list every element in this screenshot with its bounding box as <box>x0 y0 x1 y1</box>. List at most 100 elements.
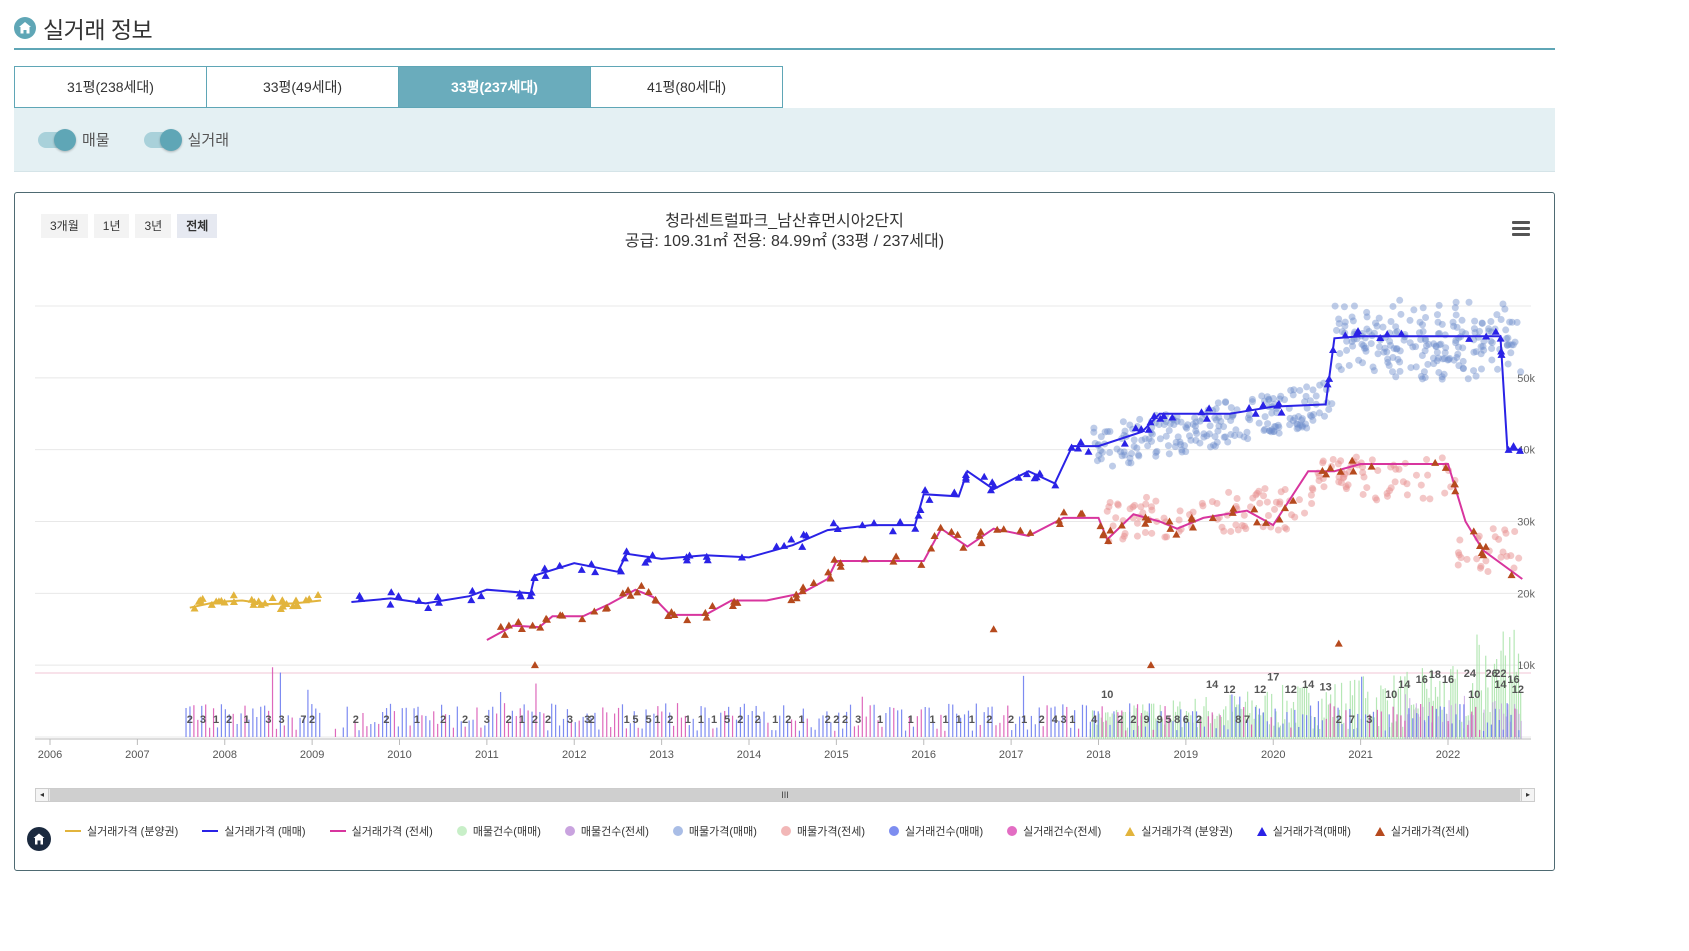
sale-deal-count-bar <box>987 707 989 737</box>
brand-logo-icon <box>27 827 51 851</box>
sale-deal-count-bar <box>1423 720 1426 737</box>
chart-subtitle: 공급: 109.31㎡ 전용: 84.99㎡ (33평 / 237세대) <box>624 233 945 250</box>
tab-31py[interactable]: 31평(238세대) <box>14 66 207 108</box>
deal-triangle <box>477 592 486 600</box>
legend-line-icon <box>329 830 346 832</box>
sale-listing-dot <box>1370 329 1378 337</box>
sale-listing-dot <box>1152 452 1160 460</box>
deal-triangle <box>1055 519 1064 527</box>
listings-switch[interactable] <box>38 128 76 151</box>
toggle-listings[interactable]: 매물 <box>38 128 110 151</box>
sale-listing-dot <box>1345 361 1353 369</box>
range-1y-button[interactable]: 1년 <box>93 214 130 238</box>
sale-deal-count-bar <box>1416 713 1418 737</box>
deal-triangle <box>1341 331 1350 339</box>
listing-count-bar <box>1465 716 1467 739</box>
legend-item[interactable]: 실거래가격 (분양권) <box>65 823 178 839</box>
scroll-right-icon[interactable]: ▸ <box>1521 789 1534 801</box>
sale-deal-count-bar <box>1337 707 1339 737</box>
tab-33py-237[interactable]: 33평(237세대) <box>398 66 591 108</box>
count-label: 18 <box>1429 669 1441 681</box>
legend-triangle-icon <box>1256 826 1267 836</box>
jeonse-listing-dot <box>1473 555 1481 563</box>
tab-41py[interactable]: 41평(80세대) <box>590 66 783 108</box>
jeonse-listing-count-bar <box>1450 705 1452 739</box>
sale-listing-dot <box>1316 381 1324 389</box>
count-label: 1 <box>908 714 914 726</box>
sale-listing-dot <box>1450 322 1458 330</box>
chart-title-block: 청라센트럴파크_남산휴먼시아2단지 공급: 109.31㎡ 전용: 84.99㎡… <box>15 212 1554 252</box>
legend-item[interactable]: 매물건수(매매) <box>456 823 541 839</box>
jeonse-deal-count-bar <box>1270 717 1272 737</box>
sale-listing-dot <box>1214 427 1222 435</box>
range-3y-button[interactable]: 3년 <box>135 214 172 238</box>
jeonse-listing-dot <box>1281 524 1289 532</box>
deal-triangle <box>959 543 968 551</box>
listing-count-bar <box>1100 717 1102 739</box>
sale-listing-dot <box>1436 341 1444 349</box>
sale-listing-dot <box>1454 350 1462 358</box>
sale-listing-dot <box>1425 340 1433 348</box>
sale-listing-dot <box>1090 428 1098 436</box>
hamburger-menu-icon[interactable] <box>1512 221 1530 239</box>
deal-triangle <box>833 524 842 532</box>
deal-triangle <box>701 608 710 616</box>
scroll-thumb[interactable]: III <box>50 789 1520 801</box>
scroll-left-icon[interactable]: ◂ <box>36 789 49 801</box>
legend-item[interactable]: 매물건수(전세) <box>564 823 649 839</box>
range-all-button[interactable]: 전체 <box>177 214 218 238</box>
sale-listing-dot <box>1418 351 1426 359</box>
sale-listing-dot <box>1363 325 1371 333</box>
sale-deal-count-bar <box>1148 703 1150 737</box>
sale-deal-count-bar <box>220 704 223 737</box>
range-3m-button[interactable]: 3개월 <box>41 214 88 238</box>
sale-deal-count-bar <box>1180 709 1182 737</box>
sale-listing-dot <box>1227 430 1235 438</box>
legend-item[interactable]: 실거래가격 (전세) <box>329 823 433 839</box>
deals-switch[interactable] <box>143 128 182 151</box>
deal-triangle <box>190 604 199 612</box>
legend-item[interactable]: 실거래가격(전세) <box>1374 823 1469 839</box>
legend-item[interactable]: 매물가격(전세) <box>780 823 865 839</box>
jeonse-deal-count-bar <box>606 712 608 737</box>
jeonse-deal-count-bar <box>295 729 297 737</box>
listing-count-bar <box>1474 698 1476 739</box>
jeonse-listing-dot <box>1334 460 1342 468</box>
sale-listing-dot <box>1435 329 1443 337</box>
count-label: 1 <box>654 714 660 726</box>
sale-listing-dot <box>1098 448 1106 456</box>
jeonse-listing-dot <box>1360 473 1368 481</box>
jeonse-listing-dot <box>1106 498 1114 506</box>
sale-listing-dot <box>1487 337 1495 345</box>
jeonse-deal-count-bar <box>507 722 510 737</box>
sale-listing-dot <box>1477 350 1485 358</box>
legend-item[interactable]: 실거래건수(매매) <box>889 823 983 839</box>
legend-item[interactable]: 실거래가격(매매) <box>1256 823 1351 839</box>
tab-33py-49[interactable]: 33평(49세대) <box>206 66 399 108</box>
sale-listing-dot <box>1363 308 1371 316</box>
deal-triangle <box>301 596 310 604</box>
listing-count-bar <box>1223 709 1225 739</box>
jeonse-listing-dot <box>1417 481 1425 489</box>
jeonse-deal-count-bar <box>409 725 411 737</box>
sale-listing-dot <box>1192 418 1200 426</box>
legend-item[interactable]: 실거래가격 (분양권) <box>1125 823 1233 839</box>
sale-listing-dot <box>1303 424 1311 432</box>
deal-triangle <box>1491 327 1500 335</box>
listing-count-bar <box>1496 659 1498 739</box>
legend-item[interactable]: 매물가격(매매) <box>672 823 757 839</box>
deal-triangle <box>394 592 403 600</box>
toggle-deals[interactable]: 실거래 <box>143 128 229 151</box>
chart-scrollbar[interactable]: ◂ III ▸ <box>35 788 1535 802</box>
sale-listing-dot <box>1379 323 1387 331</box>
sale-listing-dot <box>1458 316 1466 324</box>
jeonse-deal-count-bar <box>1380 711 1382 737</box>
legend-item[interactable]: 실거래가격 (매매) <box>202 823 306 839</box>
listing-count-bar <box>1177 706 1179 739</box>
legend-item[interactable]: 실거래건수(전세) <box>1007 823 1101 839</box>
sale-deal-count-bar <box>492 706 494 737</box>
jeonse-listing-dot <box>1114 500 1122 508</box>
deal-triangle <box>504 621 513 629</box>
deal-triangle <box>961 475 970 483</box>
sale-listing-dot <box>1337 366 1345 374</box>
